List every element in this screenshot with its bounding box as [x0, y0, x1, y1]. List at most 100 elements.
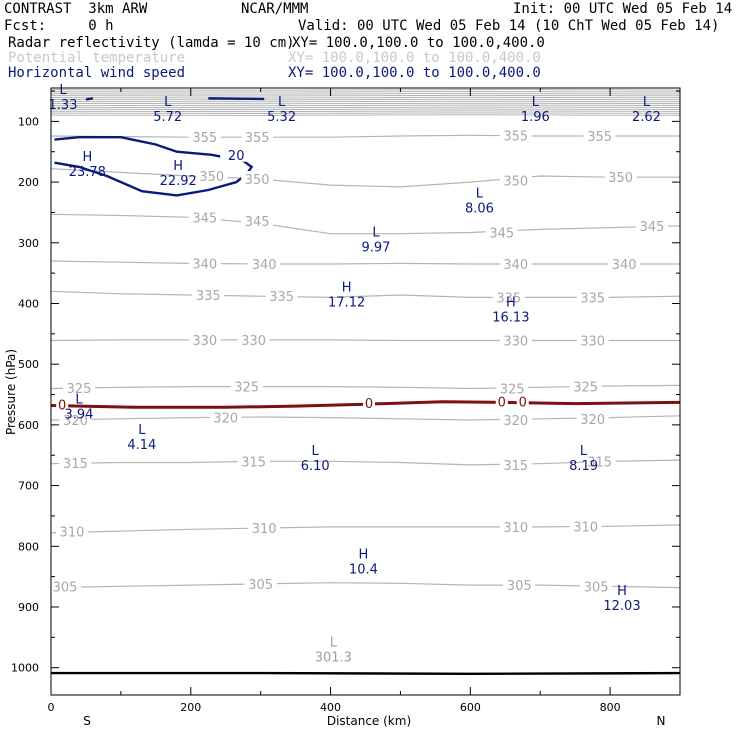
extremum-value: 6.10 — [301, 459, 330, 474]
theta-line-350 — [51, 168, 680, 188]
theta-band-line — [51, 90, 680, 93]
extremum-value: 23.78 — [69, 165, 106, 180]
extremum-L-symbol: L — [330, 635, 338, 650]
wind-line-20-1 — [208, 97, 265, 101]
extremum-value: 4.14 — [127, 438, 156, 453]
y-tick-label: 600 — [18, 419, 39, 432]
north-end-label: N — [657, 714, 666, 728]
extremum-value: 22.92 — [160, 174, 197, 189]
extremum-L-symbol: L — [643, 95, 651, 110]
extremum-L-symbol: L — [278, 95, 286, 110]
theta-label-355-bg — [583, 127, 616, 143]
theta-label-315-bg — [583, 453, 616, 469]
theta-band-line — [51, 112, 680, 115]
theta-line-330 — [51, 339, 680, 342]
extremum-value: 9.97 — [362, 241, 391, 256]
theta-label-340-bg — [188, 255, 221, 271]
theta-label-305-bg — [580, 578, 613, 594]
theta-line-345 — [51, 213, 680, 235]
theta-label-340: 340 — [503, 258, 528, 273]
extremum-H-symbol: H — [342, 280, 352, 295]
theta-label-340-bg — [499, 256, 532, 272]
theta-label-350: 350 — [608, 171, 633, 186]
theta-label-310-bg — [248, 520, 281, 536]
theta-line-355 — [51, 134, 680, 138]
zero-label-bg — [56, 399, 69, 412]
theta-line-320 — [51, 415, 680, 421]
extremum-H-symbol: H — [617, 584, 627, 599]
extremum-value: 8.19 — [569, 459, 598, 474]
theta-label-330-bg — [499, 332, 532, 348]
theta-label-345: 345 — [640, 220, 665, 235]
theta-label-305-bg — [48, 578, 81, 594]
theta-label-325-bg — [62, 379, 95, 395]
x-axis-label: Distance (km) — [327, 714, 411, 728]
theta-label-355-bg — [188, 129, 221, 145]
south-end-label: S — [83, 714, 91, 728]
theta-band-line — [51, 100, 680, 103]
theta-label-325-bg — [230, 378, 263, 394]
wind-label-20-bg — [220, 146, 253, 162]
theta-label-305-bg — [244, 575, 277, 591]
theta-label-335: 335 — [269, 290, 294, 305]
theta-band-line — [51, 92, 680, 95]
theta-label-315: 315 — [63, 457, 88, 472]
theta-label-335: 335 — [496, 291, 521, 306]
theta-label-335-bg — [192, 286, 225, 302]
extremum-value: 16.13 — [492, 311, 529, 326]
theta-label-320: 320 — [63, 414, 88, 429]
theta-band-line — [51, 98, 680, 101]
theta-label-320-bg — [499, 412, 532, 428]
theta-band-line — [51, 96, 680, 99]
theta-label-320: 320 — [503, 414, 528, 429]
theta-label-355: 355 — [192, 131, 217, 146]
theta-label-310: 310 — [252, 522, 277, 537]
x-tick-label: 600 — [460, 701, 481, 714]
theta-line-335 — [51, 290, 680, 299]
x-tick-label: 200 — [180, 701, 201, 714]
extremum-L-symbol: L — [532, 95, 540, 110]
theta-label-325-bg — [496, 380, 529, 396]
theta-label-335-bg — [492, 289, 525, 305]
theta-label-355: 355 — [587, 130, 612, 145]
theta-label-345-bg — [636, 217, 669, 233]
zero-label-bg — [495, 396, 508, 409]
theta-label-330-bg — [188, 331, 221, 347]
extremum-value: 12.03 — [603, 599, 640, 614]
theta-label-330: 330 — [241, 334, 266, 349]
theta-label-355-bg — [499, 127, 532, 143]
theta-label-355: 355 — [245, 131, 270, 146]
extremum-value: 10.4 — [349, 562, 378, 577]
y-tick-label: 700 — [18, 480, 39, 493]
y-tick-label: 1000 — [11, 662, 39, 675]
theta-label-335-bg — [265, 288, 298, 304]
y-tick-label: 200 — [18, 176, 39, 189]
theta-label-345-bg — [241, 212, 274, 228]
wind-contours — [54, 97, 265, 197]
theta-label-350: 350 — [503, 174, 528, 189]
extremum-L-symbol: L — [164, 95, 172, 110]
field-xy-theta: XY= 100.0,100.0 to 100.0,400.0 — [288, 50, 541, 66]
y-tick-label: 300 — [18, 237, 39, 250]
zero-label: 0 — [519, 395, 527, 410]
valid-time: Valid: 00 UTC Wed 05 Feb 14 (10 ChT Wed … — [298, 18, 720, 34]
theta-band-line — [51, 108, 680, 111]
theta-label-315-bg — [59, 455, 92, 471]
extremum-value: 301.3 — [315, 650, 352, 665]
theta-label-350-bg — [241, 171, 274, 187]
theta-label-335: 335 — [196, 289, 221, 304]
wind-line-20-2 — [85, 97, 94, 101]
theta-label-305: 305 — [53, 580, 78, 595]
theta-label-315-bg — [237, 453, 270, 469]
extremum-L-symbol: L — [75, 393, 83, 408]
extremum-value: 8.06 — [465, 201, 494, 216]
extremum-H-symbol: H — [359, 547, 369, 562]
theta-label-345: 345 — [192, 211, 217, 226]
theta-line-305 — [51, 582, 680, 589]
theta-label-315-bg — [499, 456, 532, 472]
model-title: CONTRAST 3km ARW — [4, 1, 148, 17]
theta-label-345-bg — [188, 209, 221, 225]
theta-label-325: 325 — [573, 381, 598, 396]
theta-label-310: 310 — [573, 520, 598, 535]
